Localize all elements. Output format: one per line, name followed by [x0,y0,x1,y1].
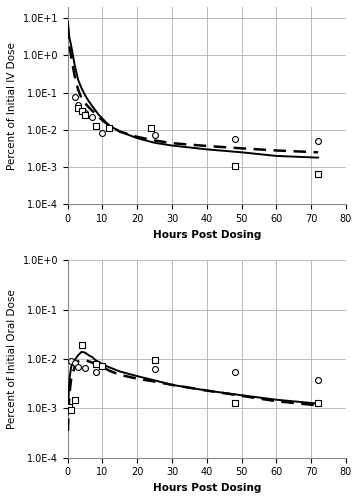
Point [68,357,74,365]
Point [66,404,72,411]
Point [232,134,238,142]
Point [315,137,321,145]
Point [148,124,154,132]
Y-axis label: Percent of Initial IV Dose: Percent of Initial IV Dose [7,42,17,170]
Point [232,399,238,407]
Point [93,122,98,130]
X-axis label: Hours Post Dosing: Hours Post Dosing [153,230,261,239]
Point [232,162,238,170]
Point [72,396,78,404]
Point [75,100,81,108]
Point [82,111,88,119]
Point [152,130,158,138]
Point [72,360,78,368]
Point [93,360,98,368]
Point [75,104,81,112]
Point [100,362,106,370]
Point [315,170,321,178]
Y-axis label: Percent of Initial Oral Dose: Percent of Initial Oral Dose [7,289,17,429]
Point [107,124,112,132]
Point [232,368,238,376]
Point [152,366,158,374]
Point [79,342,84,349]
Point [100,128,106,136]
Point [68,406,74,413]
Point [315,376,321,384]
Point [152,356,158,364]
Point [82,364,88,372]
Point [89,113,95,121]
Point [79,106,84,114]
Point [93,368,98,376]
Point [315,399,321,407]
Point [82,109,88,117]
Point [72,94,78,102]
Point [75,364,81,372]
X-axis label: Hours Post Dosing: Hours Post Dosing [153,483,261,493]
